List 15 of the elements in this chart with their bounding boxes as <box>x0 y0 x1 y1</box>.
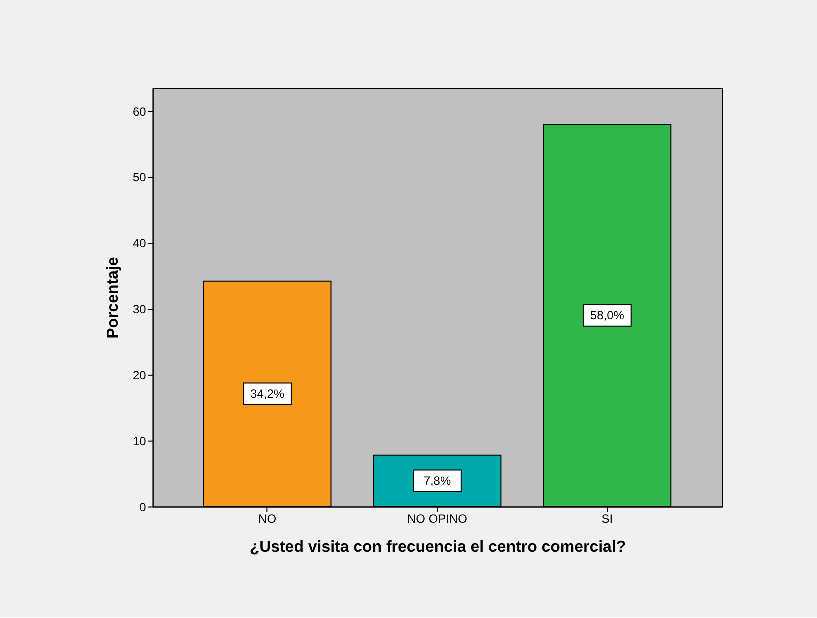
y-tick-label: 40 <box>132 236 147 251</box>
data-label: 34,2% <box>250 387 285 402</box>
x-tick-label: SI <box>602 512 614 526</box>
y-tick-label: 20 <box>132 368 147 382</box>
y-tick-label: 10 <box>132 434 147 448</box>
y-axis-title: Porcentaje <box>105 257 122 339</box>
y-tick-label: 30 <box>132 302 147 317</box>
x-tick-label: NO OPINO <box>408 512 468 526</box>
x-tick-label: NO <box>258 512 276 526</box>
data-label: 7,8% <box>424 474 452 488</box>
x-axis-title: ¿Usted visita con frecuencia el centro comercial? <box>250 539 626 556</box>
data-label: 58,0% <box>590 308 625 323</box>
y-tick-label: 0 <box>140 500 147 514</box>
y-tick-label: 50 <box>132 170 147 185</box>
y-tick-label: 60 <box>132 104 147 119</box>
